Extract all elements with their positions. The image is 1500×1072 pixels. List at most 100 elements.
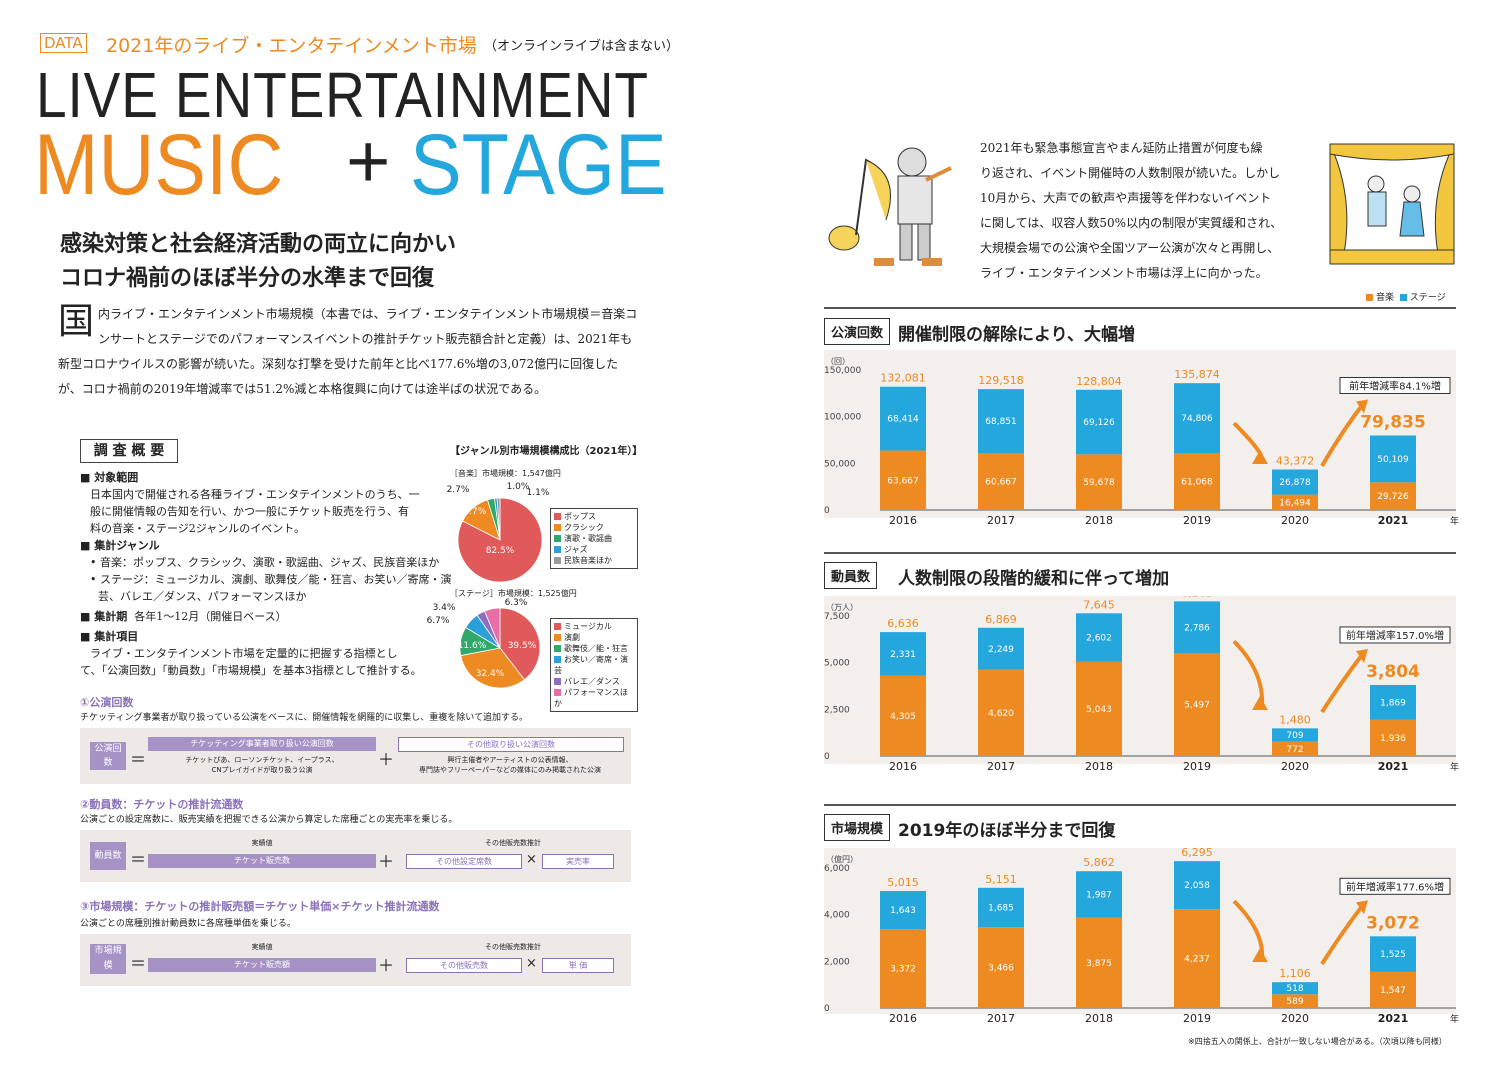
lead-line2: ンサートとステージでのパフォーマンスイベントの推計チケット販売額合計と定義）は、… xyxy=(98,332,633,346)
genre-line2: • ステージ：ミュージカル、演劇、歌舞伎／能・狂言、お笑い／寄席・演 xyxy=(90,573,452,586)
formula1-a-sub: チケットぴあ、ローソンチケット、イープラス、 CNプレイガイドが取り扱う公演 xyxy=(148,755,376,775)
pie-legend-label: お笑い／寄席・演芸 xyxy=(554,655,628,675)
scope-line2: 般に開催情報の告知を行い、かつ一般にチケット販売を行う、有 xyxy=(90,505,409,518)
x-unit: 年 xyxy=(1450,1013,1459,1025)
y-tick-label: 2,500 xyxy=(824,705,850,715)
pie-legend-swatch xyxy=(554,645,561,652)
y-tick-label: 0 xyxy=(824,506,830,516)
pie-legend-label: バレエ／ダンス xyxy=(564,677,620,686)
period-value: 各年1〜12月（開催日ベース） xyxy=(134,610,287,623)
lead-paragraph-cont: 新型コロナウイルスの影響が続いた。深刻な打撃を受けた前年と比べ177.6%増の3… xyxy=(58,352,618,402)
formula1-a-sub2: CNプレイガイドが取り扱う公演 xyxy=(211,766,313,774)
pie-legend-item: 民族音楽ほか xyxy=(554,555,634,566)
bar-stage xyxy=(880,632,926,676)
formula1-eq: ＝ xyxy=(130,750,147,769)
pie-legend-swatch xyxy=(554,557,561,564)
decline-arrow xyxy=(1232,899,1265,959)
bar-music xyxy=(1272,994,1318,1008)
chart2-tag: 動員数 xyxy=(824,562,878,589)
bar-stage xyxy=(1272,728,1318,742)
bar-total-label: 5,151 xyxy=(985,873,1017,886)
bar-stage xyxy=(1174,861,1220,910)
x-tick-label: 2019 xyxy=(1183,760,1211,773)
chart2-title: 人数制限の段階的緩和に伴って増加 xyxy=(898,569,1170,589)
formula3-top-a: 実績値 xyxy=(251,943,273,951)
bar-stage-label: 2,786 xyxy=(1184,623,1210,633)
bar-total-label: 1,106 xyxy=(1279,967,1311,980)
bar-stage-label: 709 xyxy=(1286,731,1303,741)
formula3-row: 市場規模 ＝ 実績値 チケット販売額 ＋ その他販売数推計 その他販売数 × 単… xyxy=(80,934,631,986)
side-text: 2021年も緊急事態宣言やまん延防止措置が何度も繰 り返され、イベント開催時の人… xyxy=(980,136,1282,286)
x-unit: 年 xyxy=(1450,515,1459,527)
y-tick-label: 150,000 xyxy=(824,366,861,376)
pie-legend-label: 歌舞伎／能・狂言 xyxy=(564,644,628,653)
bar-total-label: 8,283 xyxy=(1181,596,1213,599)
bar-music-label: 772 xyxy=(1286,745,1303,755)
chart3-rule xyxy=(824,804,1456,806)
bar-music xyxy=(880,929,926,1008)
bar-music-label: 63,667 xyxy=(887,476,919,486)
musician-illustration xyxy=(828,147,952,266)
pie-stage-legend: ミュージカル 演劇 歌舞伎／能・狂言 お笑い／寄席・演芸 バレエ／ダンス パフォーマンスほ… xyxy=(550,618,638,712)
bar-music-label: 60,667 xyxy=(985,478,1017,488)
bar-music-label: 4,237 xyxy=(1184,955,1210,965)
pie-legend-item: 演歌・歌謡曲 xyxy=(554,533,634,544)
y-tick-label: 6,000 xyxy=(824,864,850,874)
y-tick-label: 4,000 xyxy=(824,911,850,921)
growth-arrow xyxy=(1320,404,1364,468)
bar-stage-label: 1,643 xyxy=(890,906,916,916)
y-tick-label: 0 xyxy=(824,1004,830,1014)
bar-total-label: 6,636 xyxy=(887,617,919,630)
formula1-label: 公演回数 xyxy=(90,742,126,770)
bar-music xyxy=(978,669,1024,756)
x-tick-label: 2017 xyxy=(987,514,1015,527)
x-tick-label: 2017 xyxy=(987,760,1015,773)
side-text-line1: 2021年も緊急事態宣言やまん延防止措置が何度も繰 xyxy=(980,141,1263,155)
formula1-a-sub1: チケットぴあ、ローソンチケット、イープラス、 xyxy=(185,756,339,764)
pie-legend-item: バレエ／ダンス xyxy=(554,676,634,687)
bar-music xyxy=(1174,909,1220,1008)
chart3-title: 2019年のほぼ半分まで回復 xyxy=(898,821,1116,841)
bar-stage-label: 1,869 xyxy=(1380,698,1406,708)
bar-music xyxy=(1272,494,1318,510)
bar-music xyxy=(1370,719,1416,756)
bar-music xyxy=(1076,917,1122,1008)
survey-body: ■ 対象範囲 日本国内で開催される各種ライブ・エンタテインメントのうち、一 般に… xyxy=(80,469,452,679)
genre-line1: • 音楽：ポップス、クラシック、演歌・歌謡曲、ジャズ、民族音楽ほか xyxy=(90,556,440,569)
decline-arrow-head xyxy=(1252,450,1268,464)
x-tick-label: 2018 xyxy=(1085,1012,1113,1025)
x-tick-label: 2016 xyxy=(889,514,917,527)
pie-legend-swatch xyxy=(554,524,561,531)
x-tick-label: 2021 xyxy=(1378,514,1409,527)
bar-stage-label: 2,331 xyxy=(890,650,916,660)
pie-slice-label: 11.6% xyxy=(458,641,487,651)
decline-arrow-head xyxy=(1252,948,1268,962)
footnote: ※四捨五入の関係上、合計が一致しない場合がある。（次頃以降も同様） xyxy=(1188,1037,1447,1046)
pie-legend-label: ミュージカル xyxy=(564,622,612,631)
items-line2: て、「公演回数」「動員数」「市場規模」を基本3指標として推計する。 xyxy=(80,664,422,677)
bar-music-label: 1,936 xyxy=(1380,734,1406,744)
pie-slice-label: 12.7% xyxy=(458,507,487,517)
growth-box xyxy=(1339,877,1451,895)
chart2-band xyxy=(824,596,1456,764)
bar-music xyxy=(978,453,1024,510)
formula2-top-b: その他販売数推計 xyxy=(485,839,541,847)
bar-stage xyxy=(978,627,1024,670)
legend-music: 音楽 xyxy=(1376,293,1395,303)
big-title-stage: STAGE xyxy=(410,117,667,213)
bar-music-label: 1,547 xyxy=(1380,986,1406,996)
formula3-eq: ＝ xyxy=(130,954,147,973)
formula1-b: その他取り扱い公演回数 xyxy=(398,737,624,752)
bar-music xyxy=(1174,653,1220,756)
bar-stage-label: 1,685 xyxy=(988,903,1014,913)
x-tick-label: 2020 xyxy=(1281,1012,1309,1025)
growth-arrow-head xyxy=(1356,900,1368,915)
side-text-line6: ライブ・エンタテインメント市場は浮上に向かった。 xyxy=(980,266,1268,280)
side-text-line3: 10月から、大声での歓声や声援等を伴わないイベント xyxy=(980,191,1272,205)
bar-music xyxy=(978,927,1024,1008)
items-heading: ■ 集計項目 xyxy=(80,630,139,643)
bar-stage xyxy=(1272,469,1318,495)
pie-slice-label: 2.7% xyxy=(447,485,470,495)
bar-music-label: 4,620 xyxy=(988,709,1014,719)
big-title-music: MUSIC xyxy=(34,117,284,213)
